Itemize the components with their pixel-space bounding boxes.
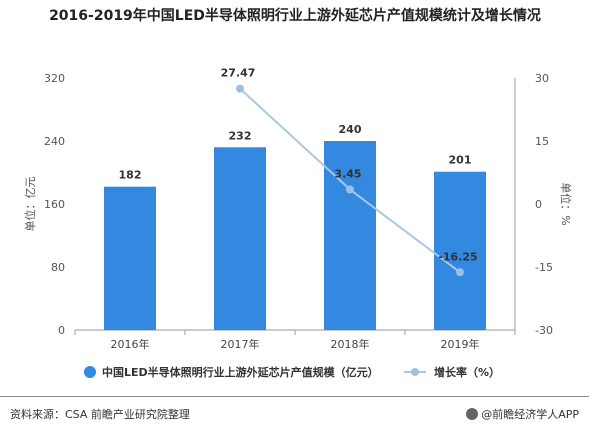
- legend-bar-swatch: [84, 366, 96, 378]
- x-axis-tick-label: 2016年: [111, 337, 150, 351]
- chart-title: 2016-2019年中国LED半导体照明行业上游外延芯片产值规模统计及增长情况: [49, 8, 541, 24]
- right-axis-tick: -15: [535, 261, 553, 274]
- x-axis-tick-label: 2019年: [441, 337, 480, 351]
- right-axis-tick: -30: [535, 324, 553, 337]
- legend-bar-label: 中国LED半导体照明行业上游外延芯片产值规模（亿元）: [102, 365, 379, 379]
- growth-rate-point: [456, 268, 464, 277]
- left-axis-tick: 160: [44, 198, 65, 211]
- left-axis-tick: 320: [44, 72, 65, 85]
- x-axis-tick-label: 2017年: [221, 337, 260, 351]
- legend-line-label: 增长率（%）: [434, 365, 500, 379]
- bar: [434, 171, 486, 330]
- bar-value-label: 201: [449, 154, 472, 167]
- brand-credit: @前瞻经济学人APP: [466, 406, 579, 422]
- growth-rate-label: -16.25: [438, 250, 477, 263]
- legend-line-marker: [411, 368, 419, 376]
- footer: 资料来源：CSA 前瞻产业研究院整理 @前瞻经济学人APP: [0, 396, 589, 431]
- bar-value-label: 182: [119, 169, 142, 182]
- brand-logo-icon: [466, 408, 479, 420]
- left-axis-title: 单位：亿元: [23, 177, 37, 232]
- growth-rate-label: 27.47: [221, 67, 256, 80]
- footer-divider: [0, 396, 589, 397]
- bar: [214, 147, 266, 330]
- growth-rate-point: [346, 185, 354, 194]
- left-axis-tick: 240: [44, 135, 65, 148]
- right-axis-tick: 30: [535, 72, 549, 85]
- x-axis-tick-label: 2018年: [331, 337, 370, 351]
- bar-value-label: 232: [229, 129, 252, 142]
- bar: [104, 186, 156, 330]
- growth-rate-label: 3.45: [334, 168, 361, 181]
- right-axis-title: 单位：%: [559, 182, 573, 225]
- combo-chart: 0 80 160 240 320 -30 -15 0 15 30 单位：亿元 单位：% 2016年 201…: [23, 67, 573, 379]
- growth-rate-point: [236, 84, 244, 93]
- brand-text: @前瞻经济学人APP: [481, 408, 579, 421]
- right-axis-tick: 15: [535, 135, 549, 148]
- right-axis-tick: 0: [535, 198, 542, 211]
- left-axis-tick: 80: [51, 261, 65, 274]
- bar-value-label: 240: [339, 123, 362, 136]
- source-note: 资料来源：CSA 前瞻产业研究院整理: [10, 408, 190, 421]
- left-axis-tick: 0: [58, 324, 65, 337]
